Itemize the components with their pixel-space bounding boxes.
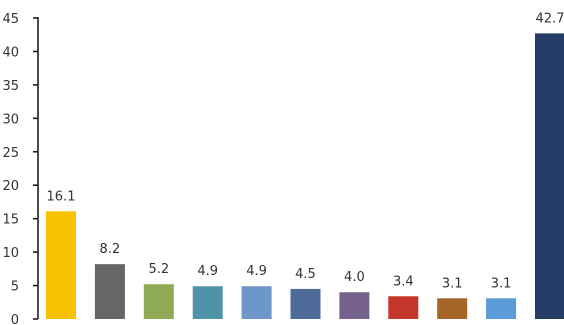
- y-axis: 0 5 10 15 20 25 30 35 40 45: [2, 12, 39, 325]
- bar-value-label: 4.0: [344, 270, 365, 285]
- bar: [290, 288, 321, 319]
- bar: [143, 284, 174, 319]
- bar-value-label: 5.2: [148, 262, 169, 277]
- bar-value-label: 3.1: [442, 276, 463, 291]
- bar: [535, 33, 564, 319]
- bar-value-label: 16.1: [47, 189, 76, 204]
- data-labels: 16.1 8.2 5.2 4.9 4.9 4.5 4.0 3.4 3.1 3.1 42.7: [47, 11, 564, 291]
- bar: [46, 211, 76, 319]
- y-tick-label: 45: [2, 12, 19, 27]
- bar: [192, 286, 223, 319]
- bar: [94, 264, 125, 319]
- bar-value-label: 4.9: [197, 264, 218, 279]
- bar-value-label: 42.7: [536, 11, 564, 26]
- bar-value-label: 8.2: [100, 242, 121, 257]
- bar: [241, 286, 272, 319]
- y-tick-label: 35: [2, 79, 19, 94]
- y-tick-label: 25: [2, 146, 19, 161]
- bar-value-label: 4.5: [295, 267, 316, 282]
- bar-value-label: 4.9: [246, 264, 267, 279]
- y-tick-label: 15: [2, 213, 19, 228]
- y-tick-label: 0: [11, 313, 19, 325]
- bar: [388, 296, 419, 319]
- bar-value-label: 3.1: [491, 276, 512, 291]
- bar: [339, 292, 370, 319]
- y-tick-label: 40: [2, 45, 19, 60]
- bars: [46, 33, 564, 319]
- bar-value-label: 3.4: [393, 274, 414, 289]
- bar: [437, 298, 468, 319]
- y-tick-label: 5: [11, 280, 19, 295]
- y-tick-label: 10: [2, 246, 19, 261]
- y-tick-label: 20: [2, 179, 19, 194]
- y-tick-label: 30: [2, 112, 19, 127]
- bar: [486, 298, 517, 319]
